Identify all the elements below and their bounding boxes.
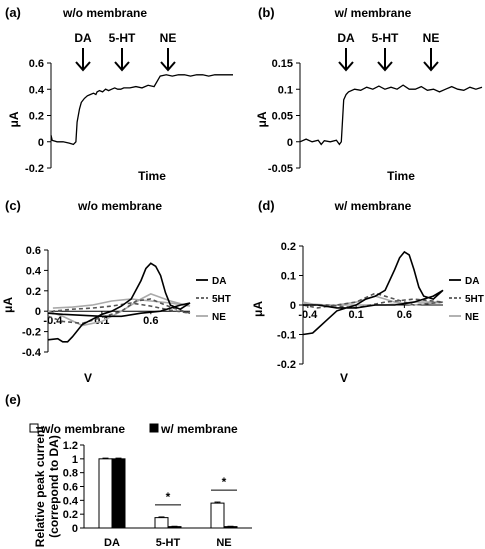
panel-c-legend-label: DA (212, 276, 226, 287)
panel-e-ytick-label: 0.2 (63, 509, 78, 521)
panel-d-legend-label: NE (465, 312, 479, 323)
panel-a-event-arrow-head (75, 61, 91, 72)
panel-a-ylabel: μA (7, 111, 21, 127)
panel-d-ylabel: μA (251, 301, 265, 317)
panel-a-ytick-label: 0 (38, 137, 44, 149)
panel-d-label: (d) (258, 198, 275, 213)
panel-b-trace (299, 84, 483, 146)
panel-a-xlabel: Time (138, 169, 166, 183)
panel-b-event-arrow (338, 48, 354, 72)
panel-d-legend-label: DA (465, 276, 479, 287)
panel-e-significance-star: * (166, 490, 171, 504)
panel-c-legend-label: 5HT (212, 294, 231, 305)
panel-d-ytick-label: -0.1 (277, 330, 296, 342)
panel-d-legend-label: 5HT (465, 294, 484, 305)
panel-c-ytick-label: 0.4 (26, 265, 42, 277)
panel-c-legend-label: NE (212, 312, 226, 323)
panel-e-bar-5-HT-w (167, 526, 182, 529)
panel-e-category-label: NE (216, 537, 231, 549)
panel-b-event-arrow-head (377, 61, 393, 72)
panel-b-ylabel: μA (255, 111, 269, 127)
panel-a-ytick-label: 0.4 (29, 84, 45, 96)
panel-a-event-arrow (75, 48, 91, 72)
panel-e-ytick-label: 0 (72, 523, 78, 535)
panel-e-bar-NE-wo (210, 502, 225, 529)
panel-d-ytick-label: 0.1 (281, 271, 296, 283)
panel-d-ytick-label: -0.2 (277, 359, 296, 371)
panel-e-legend-label: w/o membrane (40, 422, 125, 436)
panel-b-event-arrow (377, 48, 393, 72)
panel-c-xlabel: V (84, 371, 92, 385)
panel-c-xtick-label: -0.4 (43, 315, 63, 327)
panel-a-event-label: NE (160, 31, 177, 45)
panel-e-legend-swatch (29, 423, 39, 433)
panel-e-ytick-label: 0.6 (63, 482, 78, 494)
panel-b-ytick-label: 0.15 (272, 58, 293, 70)
panel-d-xlabel: V (340, 371, 348, 385)
panel-b-ytick-label: 0.05 (272, 111, 293, 123)
panel-d-title: w/ membrane (334, 199, 412, 213)
panel-e-bar-DA-wo (98, 458, 113, 529)
panel-c-title: w/o membrane (77, 199, 162, 213)
panel-b-title: w/ membrane (334, 6, 412, 20)
panel-e-ytick-label: 0.8 (63, 468, 78, 480)
panel-e-bar-DA-w (111, 458, 126, 529)
panel-b-ytick-label: 0.1 (278, 84, 293, 96)
panel-c-ytick-label: 0 (35, 306, 41, 318)
panel-e-category-label: 5-HT (156, 537, 181, 549)
panel-c-xtick-label: 0.6 (143, 315, 158, 327)
panel-b-event-arrow-head (423, 61, 439, 72)
panel-c-trace-NE (47, 293, 191, 327)
panel-e-legend-label: w/ membrane (160, 422, 238, 436)
panel-b-ytick-label: -0.05 (268, 163, 293, 175)
panel-a-event-arrow (160, 48, 176, 72)
panel-e-bar-5-HT-wo (154, 517, 169, 529)
panel-a-ytick-label: 0.2 (29, 111, 44, 123)
panel-a-title: w/o membrane (62, 6, 147, 20)
panel-c-trace-5HT (47, 298, 191, 325)
panel-b-event-label: 5-HT (372, 31, 399, 45)
panel-b-event-arrow-head (338, 61, 354, 72)
panel-d-xtick-label: -0.4 (298, 309, 318, 321)
panel-a-event-arrow-head (160, 61, 176, 72)
panel-c-ylabel: μA (1, 297, 15, 313)
panel-e-ytick-label: 0.4 (63, 495, 79, 507)
panel-a-label: (a) (5, 5, 21, 20)
panel-e-legend-swatch (149, 423, 159, 433)
panel-a-trace (50, 74, 233, 146)
panel-d-ytick-label: 0 (290, 300, 296, 312)
panel-d-xtick-label: 0.6 (397, 309, 412, 321)
panel-b-xlabel: Time (387, 169, 415, 183)
panel-e-ytick-label: 1 (72, 454, 78, 466)
panel-e-ytick-label: 1.2 (63, 440, 78, 452)
panel-a-ytick-label: 0.6 (29, 58, 44, 70)
panel-c-ytick-label: 0.6 (26, 245, 41, 257)
panel-b-event-arrow (423, 48, 439, 72)
panel-c-ytick-label: -0.2 (22, 327, 41, 339)
panel-d-xtick-label: 0.1 (348, 309, 363, 321)
panel-a-event-arrow-head (114, 61, 130, 72)
panel-e-ylabel-unit: (correpond to DA) (47, 435, 61, 538)
panel-b-ytick-label: 0 (287, 137, 293, 149)
panel-a-event-label: DA (74, 31, 92, 45)
panel-a-event-label: 5-HT (109, 31, 136, 45)
panel-c-ytick-label: 0.2 (26, 286, 41, 298)
panel-b-label: (b) (258, 5, 275, 20)
panel-e-category-label: DA (104, 537, 120, 549)
panel-a-event-arrow (114, 48, 130, 72)
panel-c-ytick-label: -0.4 (22, 347, 42, 359)
panel-e-ylabel: Relative peak current (33, 426, 47, 547)
panel-e-significance-star: * (222, 475, 227, 489)
panel-e-bar-NE-w (223, 526, 238, 529)
panel-c-label: (c) (5, 198, 21, 213)
panel-d-ytick-label: 0.2 (281, 241, 296, 253)
panel-d-trace-DA (302, 250, 444, 336)
panel-a-ytick-label: -0.2 (25, 163, 44, 175)
panel-b-event-label: DA (337, 31, 355, 45)
panel-e-label: (e) (5, 392, 21, 407)
panel-c-trace-DA (47, 262, 191, 343)
panel-b-event-label: NE (423, 31, 440, 45)
